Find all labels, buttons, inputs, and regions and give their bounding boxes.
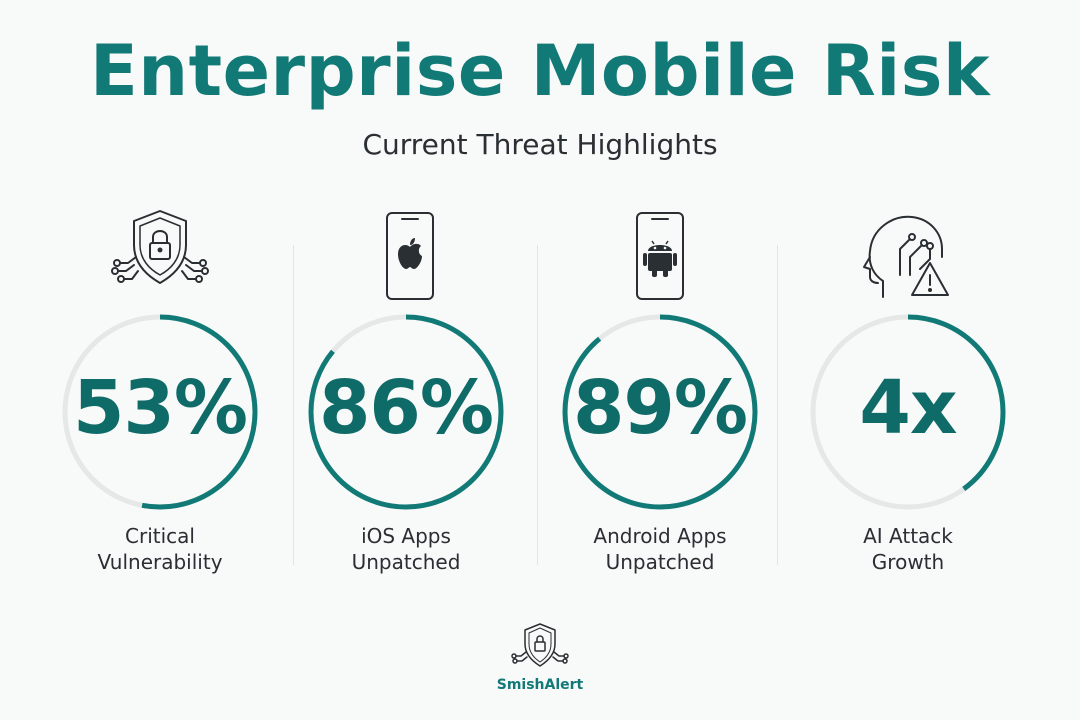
iphone-apple-icon [386,212,434,300]
stat-value: 4x [859,365,957,451]
stat-value: 86% [318,365,494,451]
progress-ring [810,314,1006,510]
stat-value: 53% [72,365,248,451]
column-divider [777,245,778,565]
progress-ring [308,314,504,510]
page-title: Enterprise Mobile Risk [89,30,991,112]
brand-logo-shield-icon [511,623,569,667]
brand-name: SmishAlert [496,677,584,693]
stat-label: AI Attack Growth [863,524,953,574]
android-phone-icon [636,212,684,300]
column-divider [293,245,294,565]
stat-label: iOS Apps Unpatched [351,524,461,574]
page-subtitle: Current Threat Highlights [362,128,718,161]
ai-head-warning-icon [863,215,949,298]
stat-label: Critical Vulnerability [97,524,223,574]
progress-ring [62,314,258,510]
progress-ring [562,314,758,510]
stat-value: 89% [572,365,748,451]
column-divider [537,245,538,565]
shield-lock-icon [111,210,209,284]
stat-label: Android Apps Unpatched [593,524,727,574]
